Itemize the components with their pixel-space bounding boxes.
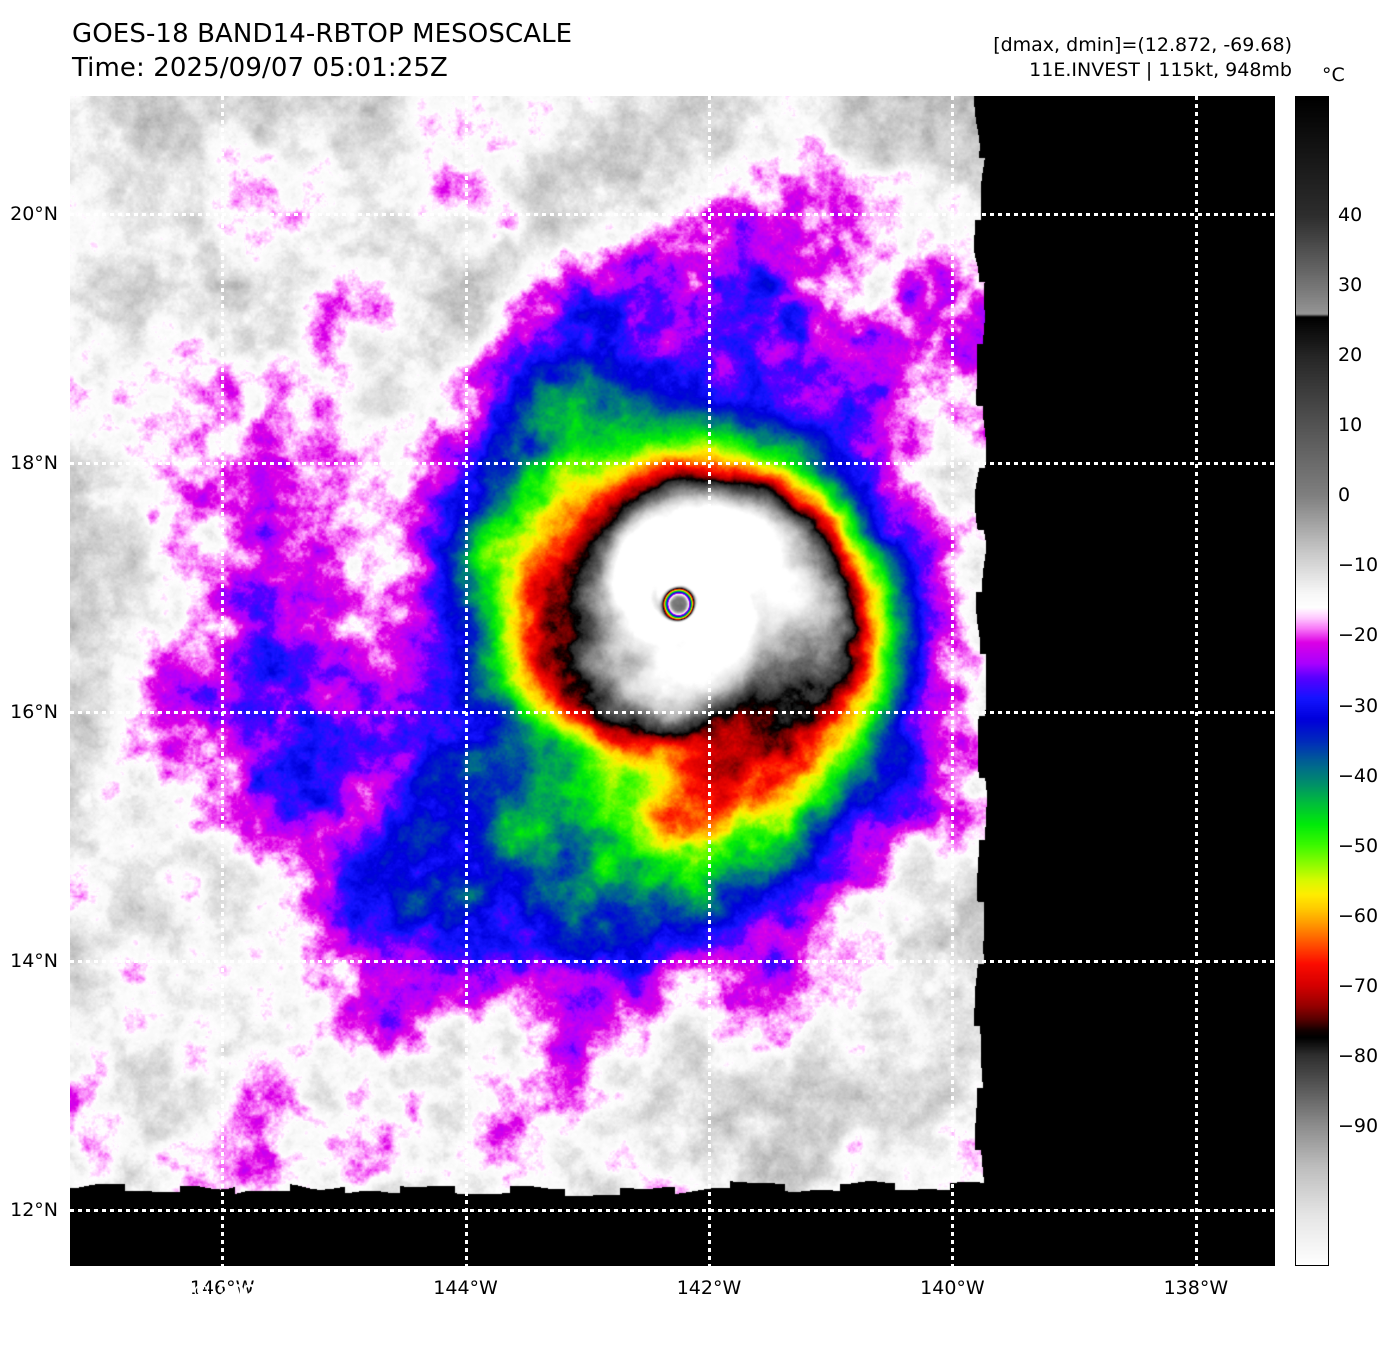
colorbar-tick-label: −10 [1338, 554, 1379, 577]
colorbar [1295, 96, 1329, 1266]
colorbar-unit-label: °C [1322, 64, 1345, 86]
colorbar-tick-label: −40 [1338, 764, 1379, 787]
satellite-image-plot [70, 96, 1275, 1266]
colorbar-tick-label: −90 [1338, 1114, 1379, 1137]
colorbar-tick-label: −70 [1338, 974, 1379, 997]
lon-tick-label: 140°W [920, 1277, 985, 1299]
lon-tick-label: 144°W [433, 1277, 498, 1299]
lat-tick-label: 12°N [10, 1198, 58, 1221]
metadata-block: [dmax, dmin]=(12.872, -69.68) 11E.INVEST… [993, 33, 1292, 82]
storm-info-label: 11E.INVEST | 115kt, 948mb [1029, 58, 1292, 81]
colorbar-tick-label: 20 [1338, 344, 1363, 367]
colorbar-tick-label: −30 [1338, 694, 1379, 717]
colorbar-tick-label: 30 [1338, 274, 1363, 297]
lon-tick-label: 146°W [189, 1277, 255, 1299]
lat-tick-label: 20°N [10, 203, 58, 226]
colorbar-tick-label: −50 [1338, 834, 1379, 857]
timestamp-label: Time: 2025/09/07 05:01:25Z [72, 52, 448, 83]
colorbar-tick-label: 40 [1338, 204, 1363, 227]
colorbar-tick-label: −60 [1338, 904, 1379, 927]
lat-tick-label: 14°N [10, 950, 58, 973]
lat-tick-label: 16°N [10, 701, 58, 724]
lat-tick-label: 18°N [10, 452, 58, 475]
satellite-imagery-canvas [70, 96, 1275, 1266]
colorbar-tick-label: 0 [1338, 484, 1351, 507]
colorbar-tick-label: 10 [1338, 414, 1363, 437]
colorbar-gradient [1296, 97, 1328, 1265]
page-title: GOES-18 BAND14-RBTOP MESOSCALE [72, 19, 573, 49]
lon-tick-label: 142°W [676, 1277, 742, 1299]
lon-tick-label: 138°W [1163, 1277, 1229, 1299]
title-block: GOES-18 BAND14-RBTOP MESOSCALE Time: 202… [72, 18, 572, 86]
colorbar-tick-label: −80 [1338, 1044, 1379, 1067]
dmax-dmin-label: [dmax, dmin]=(12.872, -69.68) [993, 34, 1292, 56]
colorbar-tick-label: −20 [1338, 624, 1379, 647]
copyright-label: Copyright © 2020-2025 Dapiya [78, 1281, 416, 1303]
